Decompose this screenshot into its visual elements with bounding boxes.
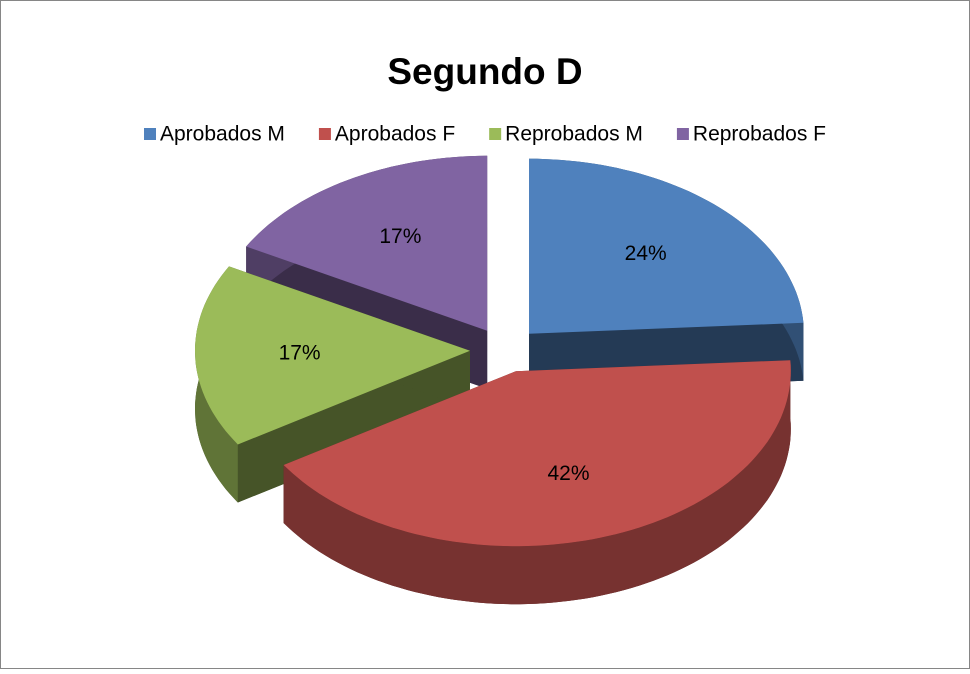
legend-label: Reprobados M: [505, 123, 643, 146]
legend-swatch: [144, 128, 157, 140]
legend-label: Aprobados M: [160, 123, 285, 146]
legend-label: Aprobados F: [335, 123, 455, 146]
slice: [529, 158, 804, 334]
data-label: 42%: [547, 462, 589, 485]
data-label: 17%: [279, 342, 321, 365]
pie: 24% 42% 17% 17%: [195, 155, 804, 605]
legend-swatch: [676, 128, 689, 140]
data-label: 24%: [625, 242, 667, 265]
slice-rim: [283, 360, 791, 605]
legend: Aprobados M Aprobados F Reprobados M Reprob…: [144, 123, 826, 146]
data-label: 17%: [379, 225, 421, 248]
slice: [246, 155, 488, 331]
legend-swatch: [318, 128, 331, 140]
slice: [195, 266, 470, 445]
legend-swatch: [489, 128, 502, 140]
chart-title: Segundo D: [387, 51, 582, 92]
legend-label: Reprobados F: [693, 123, 826, 146]
slice: [283, 360, 791, 547]
